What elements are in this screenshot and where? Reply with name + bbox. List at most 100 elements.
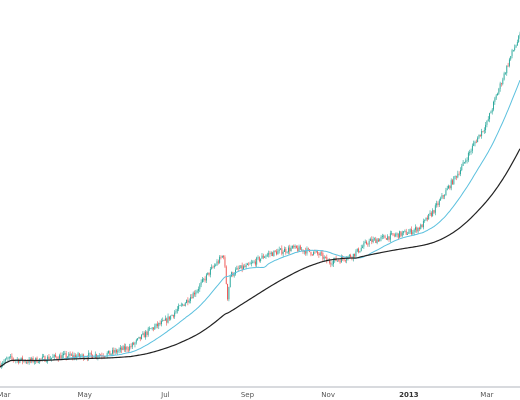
candle-body: [223, 255, 225, 258]
x-tick-label: 2013: [399, 391, 419, 399]
candle-body: [362, 246, 364, 248]
candle-body: [31, 358, 33, 361]
candle-body: [89, 352, 91, 354]
candle-body: [45, 361, 47, 363]
candle-body: [217, 261, 219, 263]
candle-body: [323, 256, 325, 259]
candle-body: [37, 362, 39, 364]
candle-body: [497, 93, 498, 96]
candle-body: [444, 195, 446, 197]
candle-body: [240, 265, 242, 269]
candle-body: [372, 239, 374, 242]
candle-body: [270, 252, 272, 255]
candle-body: [178, 305, 180, 310]
candle-body: [192, 292, 194, 299]
candle-body: [8, 356, 10, 359]
candle-body: [191, 297, 193, 299]
candle-body: [450, 180, 452, 189]
candle-body: [204, 278, 206, 281]
candle-body: [433, 210, 435, 213]
candle-body: [59, 355, 61, 360]
candle-body: [456, 176, 457, 178]
candle-body: [27, 361, 29, 363]
candle-body: [389, 233, 391, 240]
candle-body: [286, 252, 288, 253]
candle-body: [229, 276, 231, 288]
candle-body: [452, 180, 453, 185]
candle-body: [449, 185, 451, 189]
candle-body: [249, 263, 251, 265]
candle-body: [391, 233, 393, 234]
candle-body: [241, 265, 243, 270]
candle-body: [399, 231, 401, 238]
candle-body: [516, 42, 518, 46]
candle-body: [153, 327, 154, 330]
candle-body: [360, 247, 362, 251]
candle-body: [486, 120, 488, 125]
candle-body: [298, 246, 300, 252]
candle-body: [471, 145, 473, 151]
candle-body: [319, 252, 321, 256]
candle-body: [154, 326, 156, 330]
candle-body: [358, 248, 360, 253]
candle-body: [418, 227, 420, 230]
candle-body: [164, 318, 166, 321]
candle-body: [473, 143, 475, 146]
x-tick-label: May: [77, 391, 91, 399]
candle-body: [457, 173, 459, 178]
candle-body: [501, 83, 502, 85]
candle-body: [512, 49, 514, 51]
candle-body: [149, 328, 150, 330]
candle-body: [387, 236, 389, 240]
candle-body: [379, 238, 381, 242]
candle-body: [246, 263, 248, 266]
candle-body: [174, 312, 176, 317]
candle-body: [134, 342, 136, 345]
candle-body: [113, 350, 115, 353]
candle-body: [268, 253, 270, 255]
candle-body: [172, 315, 174, 317]
candle-body: [428, 213, 430, 220]
candle-body: [285, 248, 287, 253]
candle-body: [371, 239, 373, 242]
candle-body: [403, 231, 405, 233]
candle-body: [396, 233, 398, 235]
candle-body: [88, 353, 90, 359]
candle-body: [330, 262, 332, 265]
candle-body: [239, 268, 240, 269]
candle-body: [108, 350, 109, 353]
candle-body: [19, 359, 21, 363]
candle-body: [123, 346, 125, 350]
candle-body: [142, 333, 144, 335]
candle-body: [307, 248, 309, 250]
candle-body: [280, 248, 281, 250]
candle-body: [51, 357, 53, 359]
candle-body: [257, 257, 259, 258]
candle-body: [40, 358, 42, 360]
x-tick-label: Jul: [160, 391, 170, 399]
candle-body: [77, 353, 79, 357]
candle-body: [188, 300, 190, 303]
candle-body: [3, 361, 5, 364]
candle-body: [237, 267, 239, 269]
candle-body: [65, 353, 67, 358]
candle-body: [313, 251, 315, 255]
candle-body: [429, 212, 431, 214]
candle-body: [41, 356, 43, 359]
candle-body: [56, 356, 58, 359]
candle-body: [12, 358, 14, 360]
candle-body: [426, 217, 428, 220]
candle-body: [33, 361, 35, 363]
candle-body: [494, 98, 496, 102]
candle-body: [383, 235, 385, 237]
candle-body: [203, 278, 205, 280]
candle-body: [318, 253, 320, 256]
candle-body: [508, 59, 510, 66]
candle-body: [252, 262, 254, 263]
candle-body: [72, 354, 74, 358]
candle-body: [453, 176, 455, 185]
candle-body: [290, 247, 292, 252]
candle-body: [421, 224, 423, 228]
candle-body: [413, 229, 415, 233]
candle-body: [408, 231, 410, 234]
